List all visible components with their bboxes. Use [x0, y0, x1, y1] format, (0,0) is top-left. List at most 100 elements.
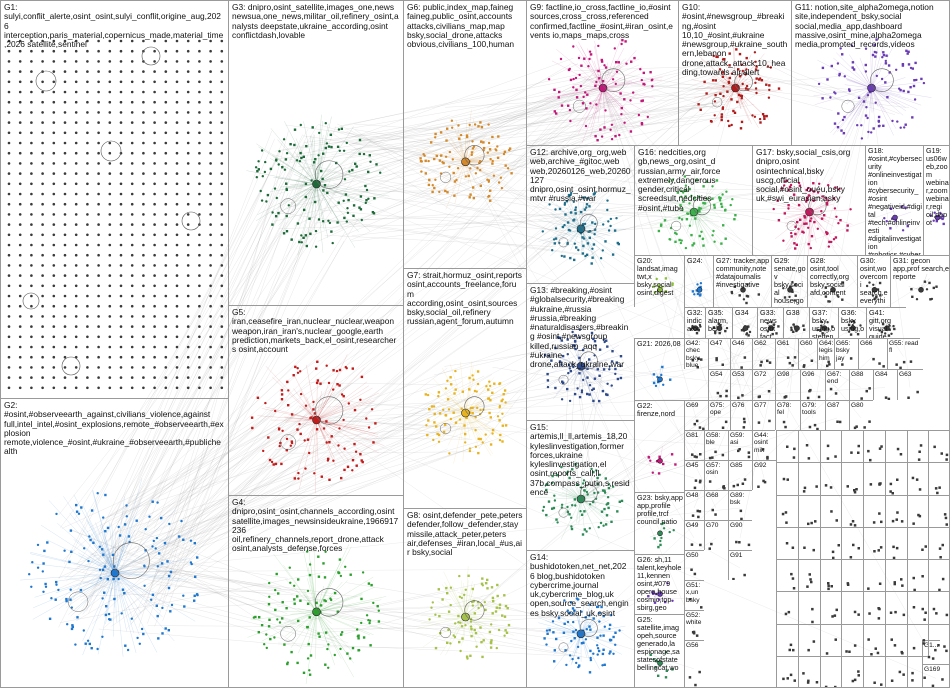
node — [97, 264, 100, 267]
node — [701, 237, 704, 241]
node — [41, 162, 44, 165]
group-cell-g1: G1: sulyi,conflit_alerte,osint_osint,sul… — [0, 0, 228, 398]
node — [86, 376, 89, 379]
edge — [580, 633, 622, 655]
group-cell-g41: G41: gitt,org visual guide — [866, 307, 906, 338]
edge — [830, 87, 872, 134]
group-cell-minor — [884, 655, 907, 688]
node — [299, 370, 302, 373]
node — [854, 491, 857, 494]
node — [175, 274, 179, 277]
node — [63, 70, 67, 73]
node — [502, 393, 505, 396]
node — [788, 185, 792, 189]
edge — [113, 163, 353, 564]
node — [300, 234, 303, 237]
node — [724, 329, 727, 333]
node — [479, 408, 482, 412]
node — [465, 135, 469, 139]
node — [198, 243, 201, 247]
node — [281, 166, 284, 169]
node — [583, 510, 586, 513]
node — [575, 661, 578, 665]
edge — [97, 414, 275, 536]
node — [851, 61, 855, 64]
node — [932, 286, 935, 290]
node — [660, 223, 663, 226]
edge — [247, 611, 317, 638]
node — [111, 553, 115, 557]
group-nodes — [890, 637, 904, 654]
node — [624, 40, 627, 43]
node — [731, 83, 740, 93]
node — [640, 99, 643, 103]
node — [599, 257, 603, 260]
edge — [316, 611, 363, 621]
node — [593, 491, 596, 495]
node — [657, 545, 660, 549]
edge — [286, 149, 317, 185]
node — [123, 523, 127, 526]
node — [119, 386, 123, 390]
node — [576, 361, 586, 371]
node — [945, 458, 949, 461]
edge — [111, 399, 277, 579]
group-label: G20: landsat,imag twt,x bsky,social osin… — [637, 256, 680, 297]
edge — [425, 161, 466, 184]
node — [267, 603, 271, 606]
node — [607, 486, 611, 490]
node — [99, 576, 102, 580]
edge — [104, 541, 116, 574]
node — [309, 654, 313, 657]
node — [86, 264, 89, 267]
edge — [139, 424, 329, 561]
edge — [316, 400, 375, 421]
node — [879, 294, 882, 297]
node — [918, 514, 921, 517]
node — [563, 203, 566, 206]
node — [714, 450, 717, 454]
node — [30, 366, 33, 369]
node — [713, 114, 716, 117]
node — [881, 322, 885, 326]
node — [792, 193, 796, 196]
node — [827, 300, 830, 303]
node — [164, 121, 168, 124]
group-label: G49 — [686, 522, 699, 529]
node — [586, 392, 589, 396]
edge — [465, 148, 505, 162]
node — [153, 345, 156, 349]
node — [713, 240, 716, 243]
node — [198, 172, 201, 175]
node — [86, 70, 89, 73]
node — [130, 182, 134, 186]
node — [915, 78, 918, 82]
edge — [352, 143, 805, 227]
group-label: G64: legis him — [819, 340, 834, 362]
node — [721, 107, 724, 110]
node — [293, 602, 296, 605]
group-cell-g18: G18: #osint,#cybersecurity #onlineinvest… — [865, 145, 923, 255]
node — [895, 510, 899, 514]
node — [469, 620, 473, 623]
edge — [275, 177, 317, 185]
node — [460, 407, 463, 410]
edge — [63, 496, 116, 574]
node — [209, 294, 212, 298]
edge — [853, 87, 872, 116]
node — [52, 253, 56, 257]
node — [7, 151, 11, 155]
node — [444, 155, 448, 158]
node — [878, 582, 882, 585]
node — [183, 605, 186, 608]
node — [186, 274, 190, 277]
node — [878, 447, 882, 450]
node — [469, 625, 473, 628]
node — [742, 298, 746, 301]
node — [71, 624, 74, 627]
group-label: G14: bushidotoken,net_net,2026 blog,bush… — [530, 552, 629, 618]
group-cell-minor — [928, 430, 950, 463]
node — [354, 450, 358, 453]
node — [932, 219, 935, 222]
node — [721, 363, 724, 366]
